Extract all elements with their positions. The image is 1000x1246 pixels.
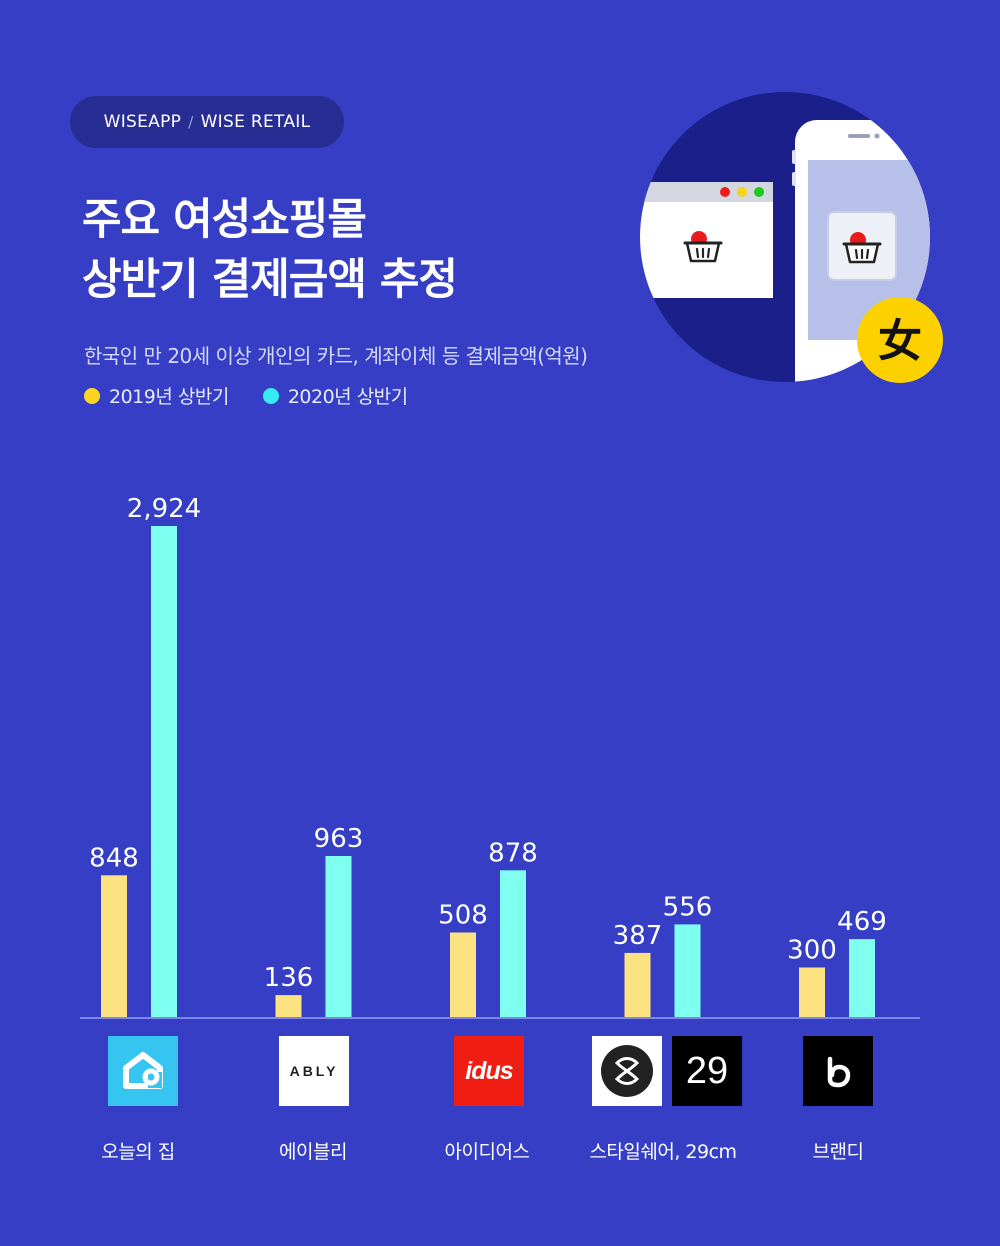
category-label-idus: 아이디어스 bbox=[444, 1141, 530, 1163]
29cm-wordmark: 29 bbox=[685, 1049, 729, 1092]
logo-styleshare bbox=[592, 1036, 662, 1106]
data-label-2019-ohouse: 848 bbox=[89, 843, 139, 873]
legend-label-2020: 2020년 상반기 bbox=[287, 386, 408, 408]
legend-dot-2019 bbox=[84, 387, 100, 404]
source-separator: / bbox=[188, 113, 194, 131]
bar-2019-styleshare-29cm bbox=[624, 952, 651, 1018]
data-label-2020-idus: 878 bbox=[488, 838, 538, 868]
legend-item-2019: 2019년 상반기 bbox=[84, 382, 229, 409]
logo-idus: idus bbox=[454, 1036, 524, 1106]
bar-2019-brandi bbox=[799, 967, 825, 1018]
data-label-2019-idus: 508 bbox=[438, 901, 488, 931]
bar-2020-idus bbox=[500, 870, 526, 1018]
source-wiseretail: WISE RETAIL bbox=[200, 112, 311, 132]
logo-29cm: 29 bbox=[672, 1036, 742, 1106]
logo-brandi bbox=[803, 1036, 873, 1106]
bar-2019-idus bbox=[450, 932, 476, 1018]
data-label-2019-brandi: 300 bbox=[787, 936, 837, 966]
logo-ably: ABLY bbox=[279, 1036, 349, 1106]
ably-wordmark: ABLY bbox=[289, 1063, 339, 1079]
category-label-styleshare-29cm: 스타일쉐어, 29cm bbox=[589, 1141, 737, 1163]
data-label-2019-styleshare-29cm: 387 bbox=[613, 921, 663, 951]
bar-2019-ably bbox=[275, 995, 302, 1018]
idus-wordmark: idus bbox=[465, 1056, 513, 1085]
data-label-2019-ably: 136 bbox=[264, 963, 314, 993]
data-label-2020-styleshare-29cm: 556 bbox=[663, 892, 713, 922]
chart-title-line2: 상반기 결제금액 추정 bbox=[82, 255, 458, 305]
brandi-icon bbox=[827, 1056, 851, 1088]
source-badge: WISEAPP / WISE RETAIL bbox=[70, 96, 344, 148]
legend-item-2020: 2020년 상반기 bbox=[262, 382, 408, 409]
bar-2020-brandi bbox=[849, 939, 875, 1018]
styleshare-icon bbox=[601, 1045, 653, 1097]
chart-title-line1: 주요 여성쇼핑몰 bbox=[82, 195, 367, 245]
house-icon bbox=[123, 1052, 163, 1089]
bar-2020-styleshare-29cm bbox=[674, 924, 701, 1018]
logo-ohouse bbox=[108, 1036, 178, 1106]
category-label-ably: 에이블리 bbox=[279, 1141, 347, 1163]
category-label-ohouse: 오늘의 집 bbox=[101, 1141, 175, 1163]
chart-subtitle: 한국인 만 20세 이상 개인의 카드, 계좌이체 등 결제금액(억원) bbox=[84, 344, 588, 368]
legend: 2019년 상반기 2020년 상반기 bbox=[84, 382, 442, 409]
source-wiseapp: WISEAPP bbox=[103, 112, 182, 132]
data-label-2020-ohouse: 2,924 bbox=[127, 494, 201, 524]
chart-title: 주요 여성쇼핑몰 상반기 결제금액 추정 bbox=[82, 190, 602, 310]
bar-2020-ohouse bbox=[151, 526, 177, 1018]
category-label-brandi: 브랜디 bbox=[812, 1141, 864, 1163]
bars-group: 848 136 508 387 300 2,924 963 878 556 469 bbox=[89, 494, 887, 1018]
bar-2019-ohouse bbox=[101, 875, 127, 1018]
data-label-2020-brandi: 469 bbox=[837, 907, 887, 937]
legend-label-2019: 2019년 상반기 bbox=[109, 386, 229, 408]
bar-2020-ably bbox=[325, 856, 352, 1018]
legend-dot-2020 bbox=[262, 387, 279, 404]
data-label-2020-ably: 963 bbox=[314, 824, 364, 854]
